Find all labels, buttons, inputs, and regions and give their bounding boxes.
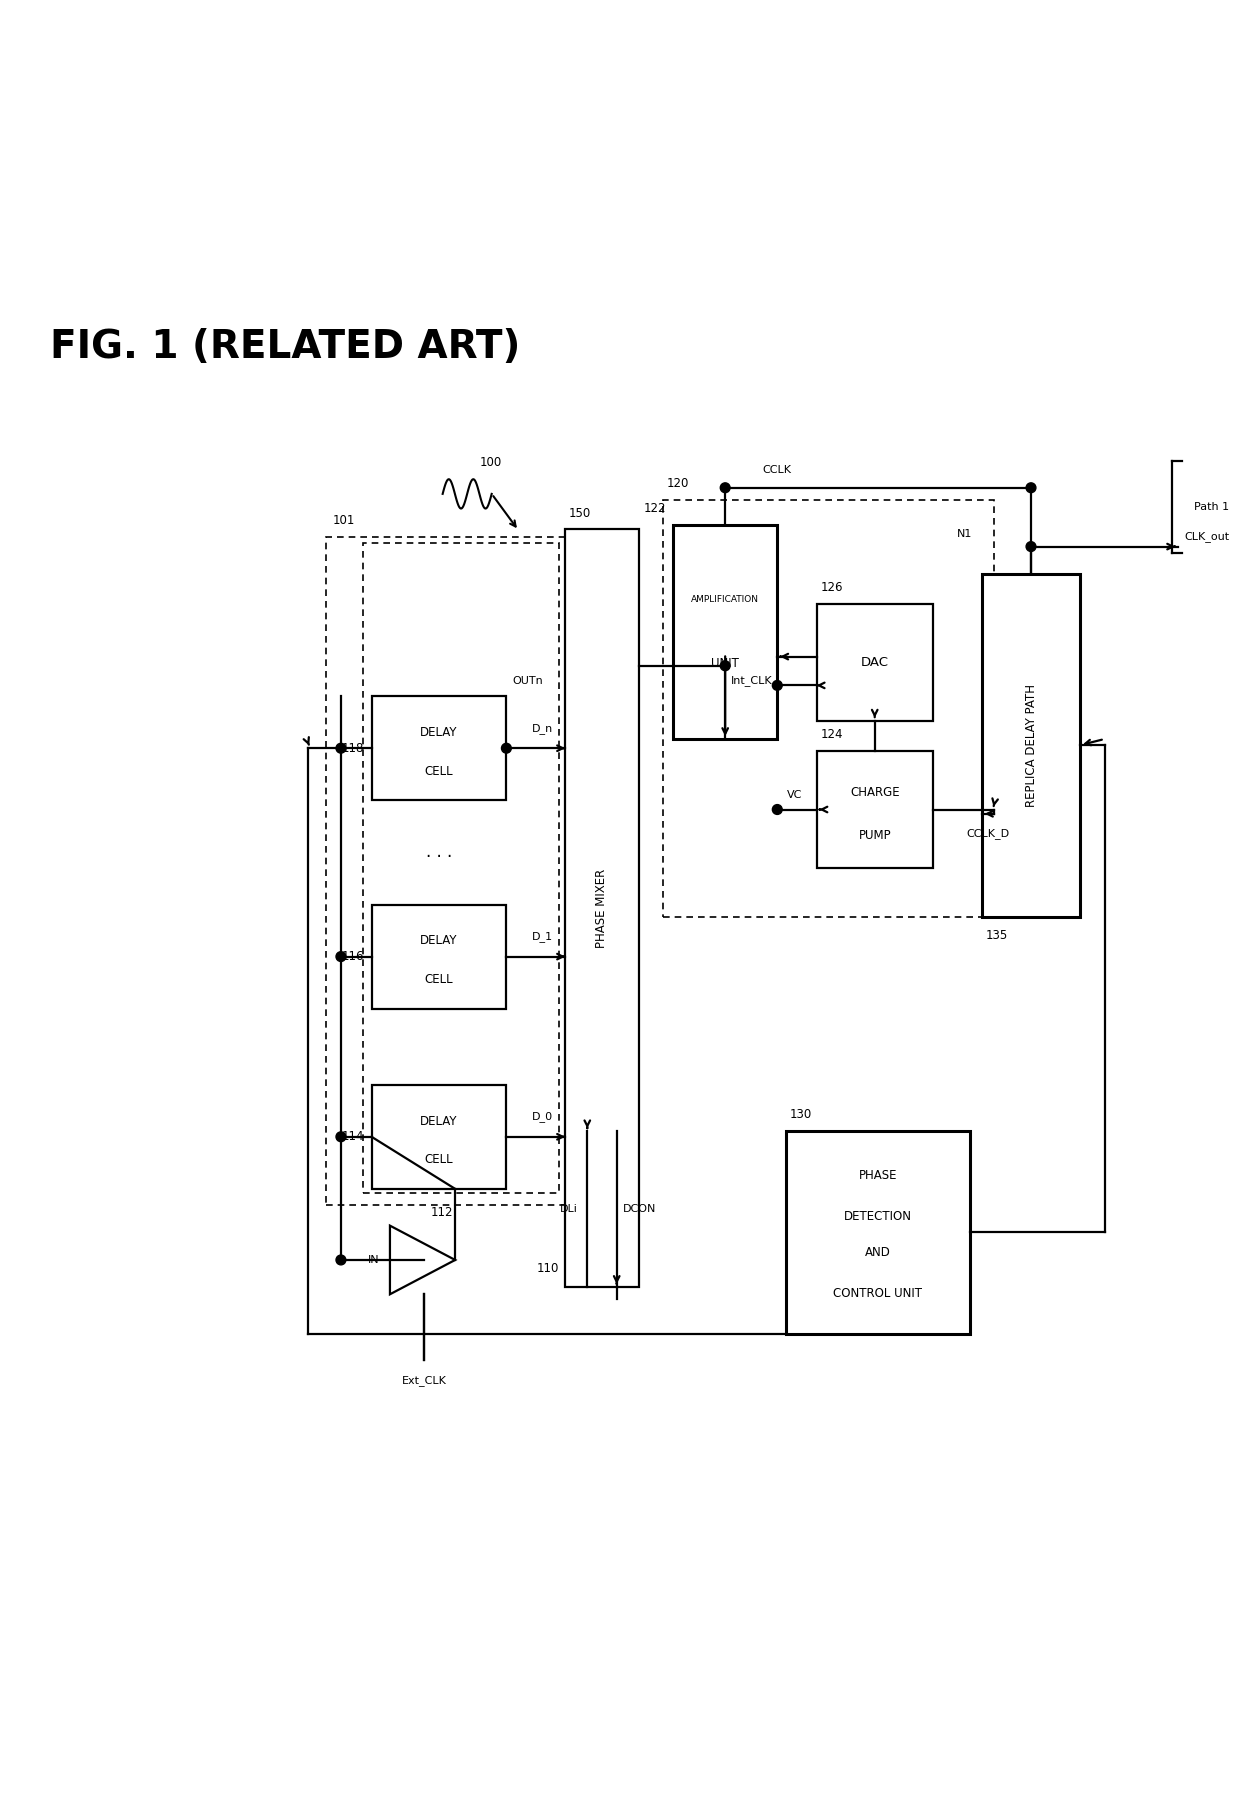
Bar <box>816 604 932 720</box>
Text: 150: 150 <box>569 507 591 519</box>
Text: Ext_CLK: Ext_CLK <box>402 1375 446 1386</box>
Circle shape <box>336 952 346 962</box>
Bar <box>816 751 932 868</box>
Text: IN: IN <box>368 1255 379 1264</box>
Text: N1: N1 <box>957 530 972 539</box>
Text: DAC: DAC <box>861 657 889 669</box>
Text: CCLK_D: CCLK_D <box>966 829 1009 839</box>
Text: PHASE: PHASE <box>858 1169 897 1183</box>
Text: PUMP: PUMP <box>858 829 892 841</box>
Text: 130: 130 <box>790 1109 812 1122</box>
Bar <box>673 525 777 740</box>
Text: DETECTION: DETECTION <box>843 1210 911 1223</box>
Text: Path 1: Path 1 <box>1194 503 1229 512</box>
Text: OUTn: OUTn <box>512 677 543 686</box>
Circle shape <box>773 680 782 691</box>
Text: AMPLIFICATION: AMPLIFICATION <box>691 595 759 604</box>
Text: REPLICA DELAY PATH: REPLICA DELAY PATH <box>1024 684 1038 807</box>
Text: 110: 110 <box>537 1261 559 1275</box>
Circle shape <box>1027 483 1035 492</box>
Text: Int_CLK: Int_CLK <box>732 675 773 686</box>
Text: 120: 120 <box>667 478 689 490</box>
Bar <box>372 904 506 1009</box>
Text: CONTROL UNIT: CONTROL UNIT <box>833 1286 923 1299</box>
Text: 101: 101 <box>332 514 355 526</box>
Circle shape <box>720 660 730 671</box>
Text: DELAY: DELAY <box>420 1114 458 1127</box>
Text: 135: 135 <box>986 930 1008 942</box>
Bar <box>363 543 559 1192</box>
Text: 124: 124 <box>820 729 843 742</box>
Circle shape <box>501 743 511 753</box>
Text: FIG. 1 (RELATED ART): FIG. 1 (RELATED ART) <box>51 329 521 367</box>
Circle shape <box>1027 541 1035 552</box>
Bar <box>663 499 994 917</box>
Text: VC: VC <box>787 791 802 800</box>
Text: 118: 118 <box>342 742 365 754</box>
Bar <box>982 573 1080 917</box>
Text: AND: AND <box>864 1246 890 1259</box>
Text: D_1: D_1 <box>532 932 553 942</box>
Text: 114: 114 <box>342 1131 365 1143</box>
Text: DELAY: DELAY <box>420 725 458 740</box>
Text: DELAY: DELAY <box>420 935 458 948</box>
Text: CLK_out: CLK_out <box>1184 530 1229 541</box>
Circle shape <box>336 743 346 753</box>
Bar <box>786 1131 970 1333</box>
Text: CELL: CELL <box>424 973 454 986</box>
Text: CELL: CELL <box>424 765 454 778</box>
Text: PHASE MIXER: PHASE MIXER <box>595 868 609 948</box>
Text: 126: 126 <box>820 581 843 595</box>
Text: CELL: CELL <box>424 1152 454 1167</box>
Bar <box>326 537 590 1205</box>
Text: 122: 122 <box>644 501 666 516</box>
Text: 116: 116 <box>342 950 365 962</box>
Text: D_0: D_0 <box>532 1111 553 1122</box>
Bar <box>372 696 506 800</box>
Bar <box>565 530 639 1286</box>
Circle shape <box>336 1132 346 1141</box>
Circle shape <box>773 805 782 814</box>
Text: 100: 100 <box>480 456 502 469</box>
Text: CCLK: CCLK <box>761 465 791 476</box>
Text: DLi: DLi <box>559 1205 578 1214</box>
Bar <box>372 1085 506 1189</box>
Text: . . .: . . . <box>425 843 453 861</box>
Text: CHARGE: CHARGE <box>849 785 899 798</box>
Text: UNIT: UNIT <box>712 657 739 671</box>
Text: D_n: D_n <box>532 722 553 733</box>
Circle shape <box>720 483 730 492</box>
Circle shape <box>336 1255 346 1264</box>
Text: 112: 112 <box>430 1207 453 1219</box>
Text: DCON: DCON <box>622 1205 656 1214</box>
